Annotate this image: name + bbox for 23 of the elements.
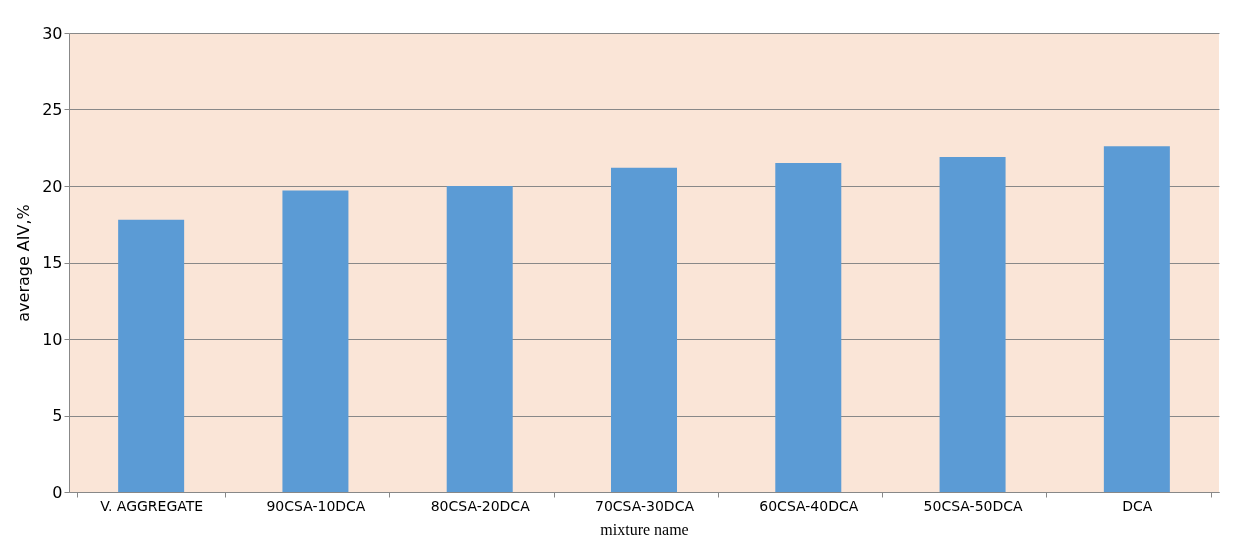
y-axis-title: average AIV,% <box>14 204 34 322</box>
bar <box>611 167 677 492</box>
y-tick-label: 30 <box>42 23 63 43</box>
bar <box>939 156 1006 492</box>
x-tick-label: 90CSA-10DCA <box>266 497 366 514</box>
bar <box>282 190 349 492</box>
y-tick-label: 25 <box>42 100 63 119</box>
x-tick-label: V. AGGREGATE <box>100 497 204 514</box>
x-axis-title: mixture name <box>600 520 689 538</box>
x-tick-label: 70CSA-30DCA <box>594 497 695 514</box>
y-tick-label: 0 <box>52 482 63 502</box>
y-tick-label: 5 <box>52 406 63 425</box>
bar <box>118 219 185 492</box>
bar <box>1103 146 1170 492</box>
x-tick-label: 50CSA-50DCA <box>923 497 1023 514</box>
x-tick-label: 80CSA-20DCA <box>430 497 531 514</box>
y-tick-label: 15 <box>42 253 63 272</box>
x-tick-label: 60CSA-40DCA <box>759 497 859 514</box>
y-tick-label: 10 <box>42 329 63 349</box>
bar <box>446 186 513 492</box>
y-tick-label: 20 <box>42 176 63 196</box>
bar <box>775 163 842 492</box>
x-tick-label: DCA <box>1122 497 1153 514</box>
